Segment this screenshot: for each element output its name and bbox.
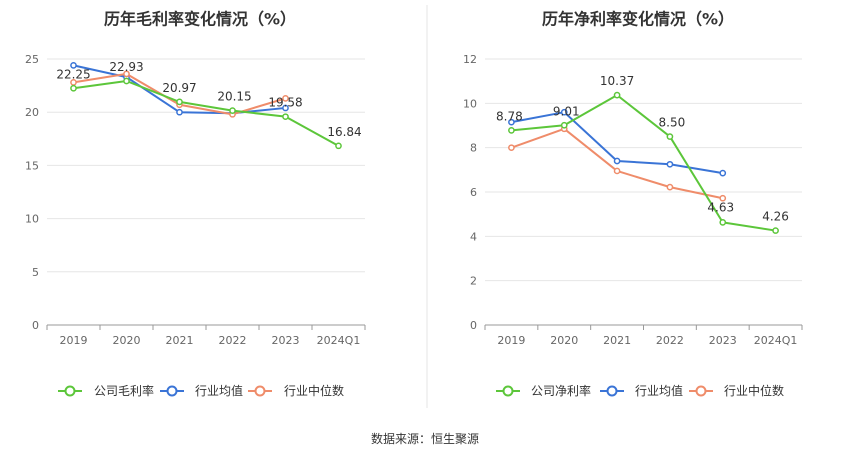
y-tick-label: 6 — [470, 186, 477, 199]
data-label: 16.84 — [327, 125, 361, 139]
data-point-company — [176, 98, 183, 106]
y-tick-label: 8 — [470, 142, 477, 155]
data-point-industry_median — [719, 194, 727, 202]
y-tick-label: 25 — [25, 53, 39, 66]
x-tick-label: 2022 — [219, 334, 247, 347]
data-point-industry_median — [508, 144, 515, 152]
legend-label: 行业中位数 — [724, 383, 784, 398]
y-tick-label: 10 — [463, 97, 477, 110]
x-tick-label: 2021 — [166, 334, 194, 347]
legend-label: 公司毛利率 — [94, 383, 154, 398]
y-tick-label: 20 — [25, 106, 39, 119]
data-point-industry_avg — [70, 62, 77, 69]
data-point-company — [666, 133, 674, 140]
series-line-company — [73, 80, 339, 147]
legend-swatch-marker — [64, 385, 76, 397]
data-point-industry_avg — [719, 169, 727, 177]
data-label: 4.26 — [762, 210, 789, 224]
data-point-company — [613, 91, 621, 99]
data-point-company — [772, 227, 779, 234]
data-point-company — [719, 219, 727, 226]
data-label: 4.63 — [707, 200, 734, 214]
data-label: 10.37 — [600, 74, 634, 88]
legend-swatch-marker — [254, 385, 266, 397]
data-label: 20.97 — [162, 81, 196, 95]
x-tick-label: 2024Q1 — [754, 334, 798, 347]
data-point-company — [508, 127, 515, 134]
data-source-label: 数据来源：恒生聚源 — [371, 431, 479, 446]
data-label: 20.15 — [217, 90, 251, 104]
data-point-industry_median — [666, 183, 674, 191]
data-point-industry_avg — [560, 108, 568, 116]
data-point-industry_avg — [508, 118, 515, 126]
x-tick-label: 2022 — [656, 334, 684, 347]
data-point-company — [123, 77, 130, 85]
data-point-company — [229, 107, 236, 114]
x-tick-label: 2020 — [550, 334, 578, 347]
x-tick-label: 2023 — [272, 334, 300, 347]
data-point-industry_avg — [282, 104, 289, 112]
x-tick-label: 2020 — [113, 334, 141, 347]
legend-swatch-marker — [695, 385, 707, 397]
data-label: 22.93 — [109, 60, 143, 74]
legend-label: 行业均值 — [195, 383, 243, 398]
y-tick-label: 2 — [470, 275, 477, 288]
y-tick-label: 0 — [470, 319, 477, 332]
y-tick-label: 10 — [25, 213, 39, 226]
data-point-industry_median — [123, 70, 130, 78]
data-point-industry_avg — [613, 157, 621, 165]
data-label: 19.58 — [268, 96, 302, 110]
data-label: 8.78 — [496, 109, 523, 123]
data-point-company — [282, 113, 289, 121]
chart-title: 历年净利率变化情况（%） — [542, 10, 734, 29]
x-tick-label: 2019 — [60, 334, 88, 347]
x-tick-label: 2023 — [709, 334, 737, 347]
y-tick-label: 5 — [32, 266, 39, 279]
x-tick-label: 2021 — [603, 334, 631, 347]
data-label: 8.50 — [659, 116, 686, 130]
data-label: 9.01 — [553, 104, 580, 118]
legend-swatch-marker — [166, 385, 178, 397]
series-line-company — [511, 94, 776, 232]
legend-label: 行业中位数 — [284, 383, 344, 398]
data-point-industry_median — [613, 167, 621, 175]
data-point-company — [560, 121, 568, 129]
y-tick-label: 15 — [25, 159, 39, 172]
y-tick-label: 0 — [32, 319, 39, 332]
net-margin-chart: 历年净利率变化情况（%） 0 2 4 6 8 10 12 2019 2020 2021 2022 202… — [463, 10, 803, 398]
legend-swatch-marker — [606, 385, 618, 397]
y-tick-label: 12 — [463, 53, 477, 66]
gross-margin-chart: 历年毛利率变化情况（%） 0 5 10 15 20 25 2019 2020 2021 2022 20… — [25, 10, 366, 398]
data-label: 22.25 — [56, 67, 90, 81]
chart-title: 历年毛利率变化情况（%） — [104, 10, 296, 29]
data-point-industry_avg — [176, 108, 183, 116]
legend-label: 公司净利率 — [531, 383, 591, 398]
x-tick-label: 2019 — [497, 334, 525, 347]
data-point-company — [70, 84, 77, 92]
legend-swatch-marker — [502, 385, 514, 397]
legend-label: 行业均值 — [635, 383, 683, 398]
data-point-industry_avg — [666, 160, 674, 168]
data-point-company — [335, 142, 342, 150]
data-point-industry_median — [282, 95, 289, 102]
y-tick-label: 4 — [470, 230, 477, 243]
x-tick-label: 2024Q1 — [317, 334, 361, 347]
